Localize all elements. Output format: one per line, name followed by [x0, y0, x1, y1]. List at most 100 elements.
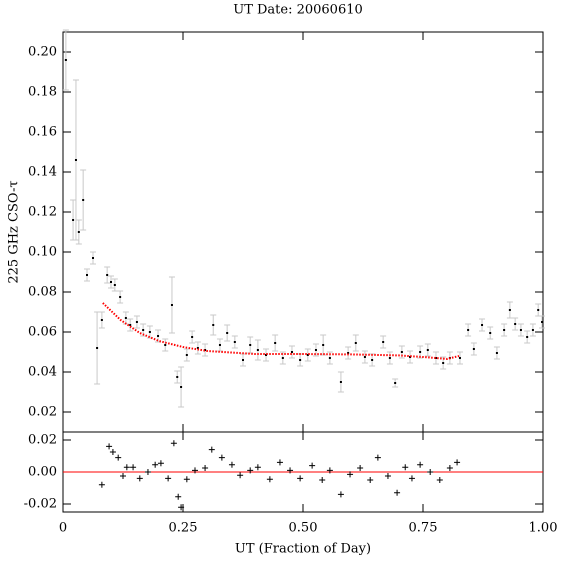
data-point — [170, 304, 173, 306]
data-point — [135, 321, 138, 323]
residual-point — [427, 469, 434, 475]
data-point — [226, 332, 229, 334]
data-point — [371, 359, 374, 361]
residual-point — [367, 477, 374, 483]
y-tick-label: 0.16 — [28, 125, 57, 140]
residual-point — [446, 465, 453, 471]
data-point — [96, 347, 99, 349]
data-point — [157, 335, 160, 337]
y-tick-label: -0.02 — [24, 497, 57, 512]
residual-point — [115, 454, 122, 461]
residual-point — [237, 472, 244, 479]
data-point — [519, 329, 522, 331]
y-tick-label: 0.10 — [28, 245, 57, 260]
residual-point — [254, 464, 261, 471]
residual-point — [247, 467, 254, 474]
data-point — [531, 329, 534, 331]
data-point — [458, 357, 461, 359]
y-tick-label: 0.02 — [28, 405, 57, 420]
residual-point — [347, 471, 354, 478]
data-point — [218, 344, 221, 346]
chart-title: UT Date: 20060610 — [233, 3, 363, 18]
y-tick-label: 0.00 — [28, 465, 57, 480]
data-point — [503, 329, 506, 331]
residual-point — [120, 473, 126, 479]
y-axis-label: 225 GHz CSO-τ — [7, 180, 22, 283]
data-point — [185, 354, 188, 356]
data-point — [64, 59, 67, 61]
data-point — [100, 319, 103, 321]
residual-point — [98, 481, 105, 488]
residual-point — [276, 459, 283, 466]
data-point — [129, 324, 132, 326]
data-point — [164, 344, 167, 346]
data-point — [400, 351, 403, 353]
data-point — [489, 332, 492, 334]
data-point — [541, 321, 544, 323]
residual-point — [152, 461, 159, 468]
residual-point — [109, 449, 116, 455]
data-point — [124, 317, 127, 319]
data-point — [82, 199, 85, 201]
fit-line — [102, 302, 460, 361]
residual-point — [157, 460, 164, 467]
y-tick-label: 0.18 — [28, 85, 57, 100]
data-point — [299, 359, 302, 361]
data-point — [72, 219, 75, 221]
residual-point — [408, 475, 415, 482]
residual-point — [309, 462, 316, 469]
residual-point — [402, 464, 409, 471]
residual-point — [337, 491, 344, 498]
residual-point — [178, 504, 185, 511]
y-tick-label: 0.12 — [28, 205, 57, 220]
residual-point — [357, 465, 364, 471]
residual-point — [384, 473, 391, 479]
residual-point — [297, 475, 304, 482]
data-point — [481, 324, 484, 326]
data-point — [322, 344, 325, 346]
data-point — [347, 352, 350, 354]
data-point — [388, 357, 391, 359]
data-point — [119, 296, 122, 298]
data-point — [233, 341, 236, 343]
data-point — [495, 352, 498, 354]
data-point — [176, 376, 179, 378]
data-point — [363, 356, 366, 358]
data-point — [142, 329, 145, 331]
residual-point — [175, 493, 182, 500]
data-point — [314, 349, 317, 351]
data-point — [212, 324, 215, 326]
y-tick-label: 0.02 — [28, 433, 57, 448]
residual-point — [170, 440, 177, 447]
data-point — [467, 329, 470, 331]
x-tick-label: 0.50 — [289, 521, 318, 536]
x-tick-label: 0.75 — [409, 521, 438, 536]
data-point — [409, 356, 412, 358]
data-point — [419, 351, 422, 353]
data-point — [92, 257, 94, 259]
data-point — [196, 347, 199, 349]
residual-point — [192, 467, 198, 474]
y-tick-label: 0.20 — [28, 45, 57, 60]
data-point — [249, 344, 252, 346]
data-point — [265, 354, 268, 356]
data-point — [74, 159, 77, 161]
data-point — [306, 354, 309, 356]
residual-point — [106, 443, 113, 450]
data-point — [442, 362, 445, 364]
data-point — [472, 348, 475, 350]
residual-point — [208, 446, 215, 453]
x-axis-label: UT (Fraction of Day) — [235, 542, 371, 557]
residual-point — [130, 464, 137, 471]
y-tick-label: 0.06 — [28, 325, 57, 340]
data-point — [274, 342, 277, 344]
data-point — [256, 349, 259, 351]
data-point — [354, 342, 357, 344]
data-point — [394, 382, 397, 384]
data-point — [191, 336, 194, 338]
data-point — [290, 351, 293, 353]
residual-point — [183, 476, 190, 483]
data-point — [526, 336, 529, 338]
y-tick-label: 0.08 — [28, 285, 57, 300]
